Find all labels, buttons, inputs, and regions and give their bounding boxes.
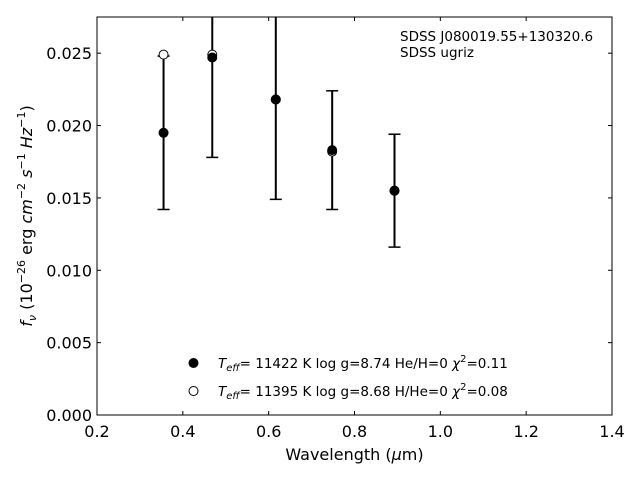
y-tick-label: 0.010 [46, 261, 92, 280]
legend-entry-2: Teff= 11395 K log g=8.68 H/He=0 χ2=0.08 [218, 382, 508, 402]
legend-entry-1: Teff= 11422 K log g=8.74 He/H=0 χ2=0.11 [218, 354, 508, 374]
legend-marker-open [188, 386, 199, 396]
x-tick-label: 0.8 [342, 422, 367, 441]
y-tick-label: 0.015 [46, 189, 92, 208]
data-point-filled [389, 185, 400, 196]
plot-layer [157, 17, 401, 248]
x-tick-label: 1.4 [599, 422, 624, 441]
x-tick-label: 0.4 [170, 422, 195, 441]
ticks-layer: 0.2 0.4 0.6 0.8 1.0 1.2 1.4 0.000 0.005 0.010 0.01… [46, 17, 625, 441]
y-axis-label: fν (10−26 erg cm−2 s−1 Hz−1) [15, 105, 39, 326]
data-point-filled [158, 127, 169, 138]
annotation-object-name: SDSS J080019.55+130320.6 [400, 29, 593, 45]
legend-marker-filled [188, 358, 199, 368]
data-point-filled [270, 94, 281, 105]
x-tick-label: 1.2 [513, 422, 538, 441]
y-tick-label: 0.020 [46, 117, 92, 136]
x-tick-label: 1.0 [428, 422, 453, 441]
y-tick-label: 0.005 [46, 334, 92, 353]
x-tick-label: 0.2 [84, 422, 109, 441]
x-axis-label: Wavelength (μm) [285, 445, 423, 464]
y-tick-label: 0.000 [46, 406, 92, 425]
data-point-filled [327, 145, 338, 156]
data-point-open [158, 49, 169, 60]
annotation-filter-set: SDSS ugriz [400, 45, 474, 61]
legend: Teff= 11422 K log g=8.74 He/H=0 χ2=0.11 … [188, 354, 508, 402]
y-tick-label: 0.025 [46, 44, 92, 63]
data-point-filled [207, 52, 218, 63]
x-tick-label: 0.6 [256, 422, 281, 441]
